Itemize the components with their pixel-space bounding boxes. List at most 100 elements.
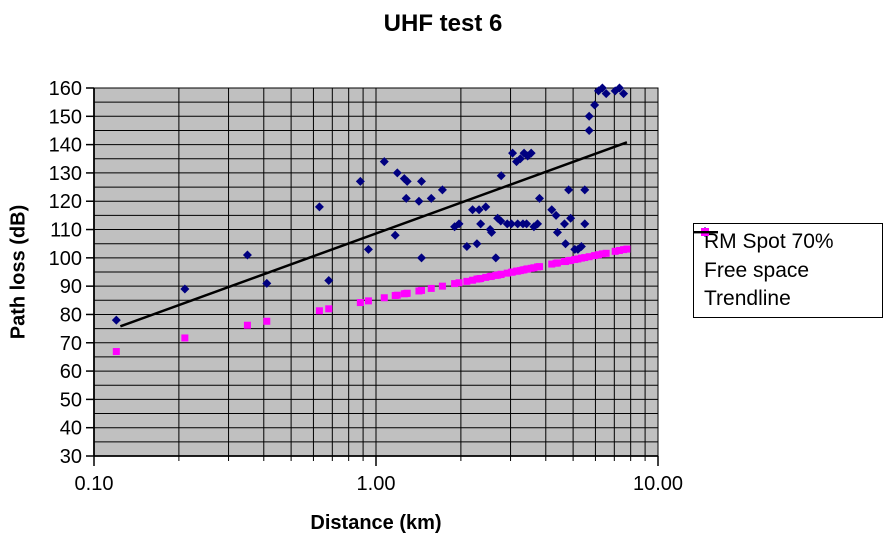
free-space-point bbox=[463, 277, 471, 285]
rm-spot-point bbox=[324, 275, 334, 285]
rm-spot-point bbox=[508, 148, 518, 158]
free-space-point bbox=[623, 245, 631, 253]
legend-item-trendline: Trendline bbox=[694, 231, 882, 311]
free-space-point bbox=[451, 280, 459, 288]
free-space-point bbox=[611, 247, 619, 255]
free-space-point bbox=[243, 321, 251, 329]
free-space-point bbox=[427, 284, 435, 292]
y-tick-label: 60 bbox=[60, 361, 82, 383]
free-space-point bbox=[591, 252, 599, 260]
rm-spot-point bbox=[414, 196, 424, 206]
free-space-point bbox=[477, 275, 485, 283]
free-space-point bbox=[488, 272, 496, 280]
y-tick-label: 110 bbox=[50, 220, 82, 242]
y-tick-label: 40 bbox=[60, 418, 82, 440]
free-space-point bbox=[602, 249, 610, 257]
rm-spot-point bbox=[580, 185, 590, 195]
legend-item-rm-spot: RM Spot 70% bbox=[700, 227, 882, 254]
rm-spot-point bbox=[561, 239, 571, 249]
rm-spot-point bbox=[552, 227, 562, 237]
rm-spot-point bbox=[584, 125, 594, 135]
legend-item-free-space: Free space bbox=[701, 228, 882, 283]
free-space-point bbox=[263, 317, 271, 325]
rm-spot-point bbox=[111, 315, 121, 325]
y-tick-label: 160 bbox=[49, 78, 82, 100]
rm-spot-point bbox=[355, 176, 365, 186]
free-space-point bbox=[553, 259, 561, 267]
y-axis-title: Path loss (dB) bbox=[7, 204, 30, 340]
y-tick-label: 70 bbox=[60, 333, 82, 355]
rm-spot-point bbox=[522, 219, 532, 229]
free-space-point bbox=[315, 307, 323, 315]
rm-spot-point bbox=[491, 253, 501, 263]
rm-spot-point bbox=[262, 278, 272, 288]
free-space-point bbox=[455, 279, 463, 287]
rm-spot-point bbox=[476, 219, 486, 229]
rm-spot-point bbox=[584, 111, 594, 121]
y-tick-label: 100 bbox=[49, 248, 82, 270]
rm-spot-point bbox=[601, 89, 611, 99]
rm-spot-point bbox=[551, 210, 561, 220]
free-space-point bbox=[380, 294, 388, 302]
free-space-point bbox=[364, 297, 372, 305]
free-space-point bbox=[615, 246, 623, 254]
rm-spot-point bbox=[559, 219, 569, 229]
y-tick-label: 80 bbox=[60, 304, 82, 326]
free-space-point bbox=[356, 299, 364, 307]
free-space-point bbox=[581, 254, 589, 262]
rm-spot-point bbox=[379, 157, 389, 167]
free-space-point bbox=[509, 268, 517, 276]
rm-spot-point bbox=[462, 242, 472, 252]
y-tick-label: 30 bbox=[60, 446, 82, 468]
x-tick-label: 0.10 bbox=[75, 473, 114, 495]
rm-spot-point bbox=[437, 185, 447, 195]
free-space-point bbox=[403, 289, 411, 297]
free-space-point bbox=[438, 282, 446, 290]
y-tick-label: 120 bbox=[49, 191, 82, 213]
line-marker-icon bbox=[694, 231, 718, 234]
legend-label-free-space: Free space bbox=[704, 258, 810, 282]
legend: RM Spot 70% Free space Trendline bbox=[693, 223, 883, 318]
rm-spot-point bbox=[417, 253, 427, 263]
rm-spot-point bbox=[597, 83, 607, 93]
rm-spot-point bbox=[590, 100, 600, 110]
rm-spot-point bbox=[242, 250, 252, 260]
y-tick-label: 150 bbox=[49, 106, 82, 128]
free-space-point bbox=[325, 305, 333, 313]
free-space-point bbox=[503, 269, 511, 277]
free-space-point bbox=[418, 286, 426, 294]
free-space-point bbox=[585, 253, 593, 261]
free-space-point bbox=[181, 334, 189, 342]
free-space-point bbox=[497, 270, 505, 278]
rm-spot-point bbox=[454, 219, 464, 229]
rm-spot-point bbox=[472, 239, 482, 249]
legend-label-rm-spot: RM Spot 70% bbox=[704, 230, 834, 254]
y-tick-label: 90 bbox=[60, 276, 82, 298]
x-tick-label: 10.00 bbox=[633, 473, 683, 495]
free-space-point bbox=[598, 250, 606, 258]
rm-spot-point bbox=[619, 89, 629, 99]
trendline bbox=[119, 141, 628, 328]
rm-spot-point bbox=[481, 202, 491, 212]
y-tick-label: 50 bbox=[60, 389, 82, 411]
rm-spot-point bbox=[390, 230, 400, 240]
rm-spot-point bbox=[392, 168, 402, 178]
y-tick-label: 140 bbox=[49, 135, 82, 157]
rm-spot-point bbox=[564, 185, 574, 195]
free-space-point bbox=[482, 273, 490, 281]
rm-spot-point bbox=[534, 193, 544, 203]
rm-spot-point bbox=[513, 219, 523, 229]
y-tick-label: 130 bbox=[49, 163, 82, 185]
rm-spot-point bbox=[314, 202, 324, 212]
rm-spot-point bbox=[474, 205, 484, 215]
free-space-point bbox=[567, 256, 575, 264]
rm-spot-point bbox=[515, 154, 525, 164]
free-space-point bbox=[530, 264, 538, 272]
rm-spot-point bbox=[576, 242, 586, 252]
free-space-point bbox=[469, 276, 477, 284]
rm-spot-point bbox=[417, 176, 427, 186]
rm-spot-point bbox=[401, 193, 411, 203]
rm-spot-point bbox=[566, 213, 576, 223]
free-space-point bbox=[548, 260, 556, 268]
